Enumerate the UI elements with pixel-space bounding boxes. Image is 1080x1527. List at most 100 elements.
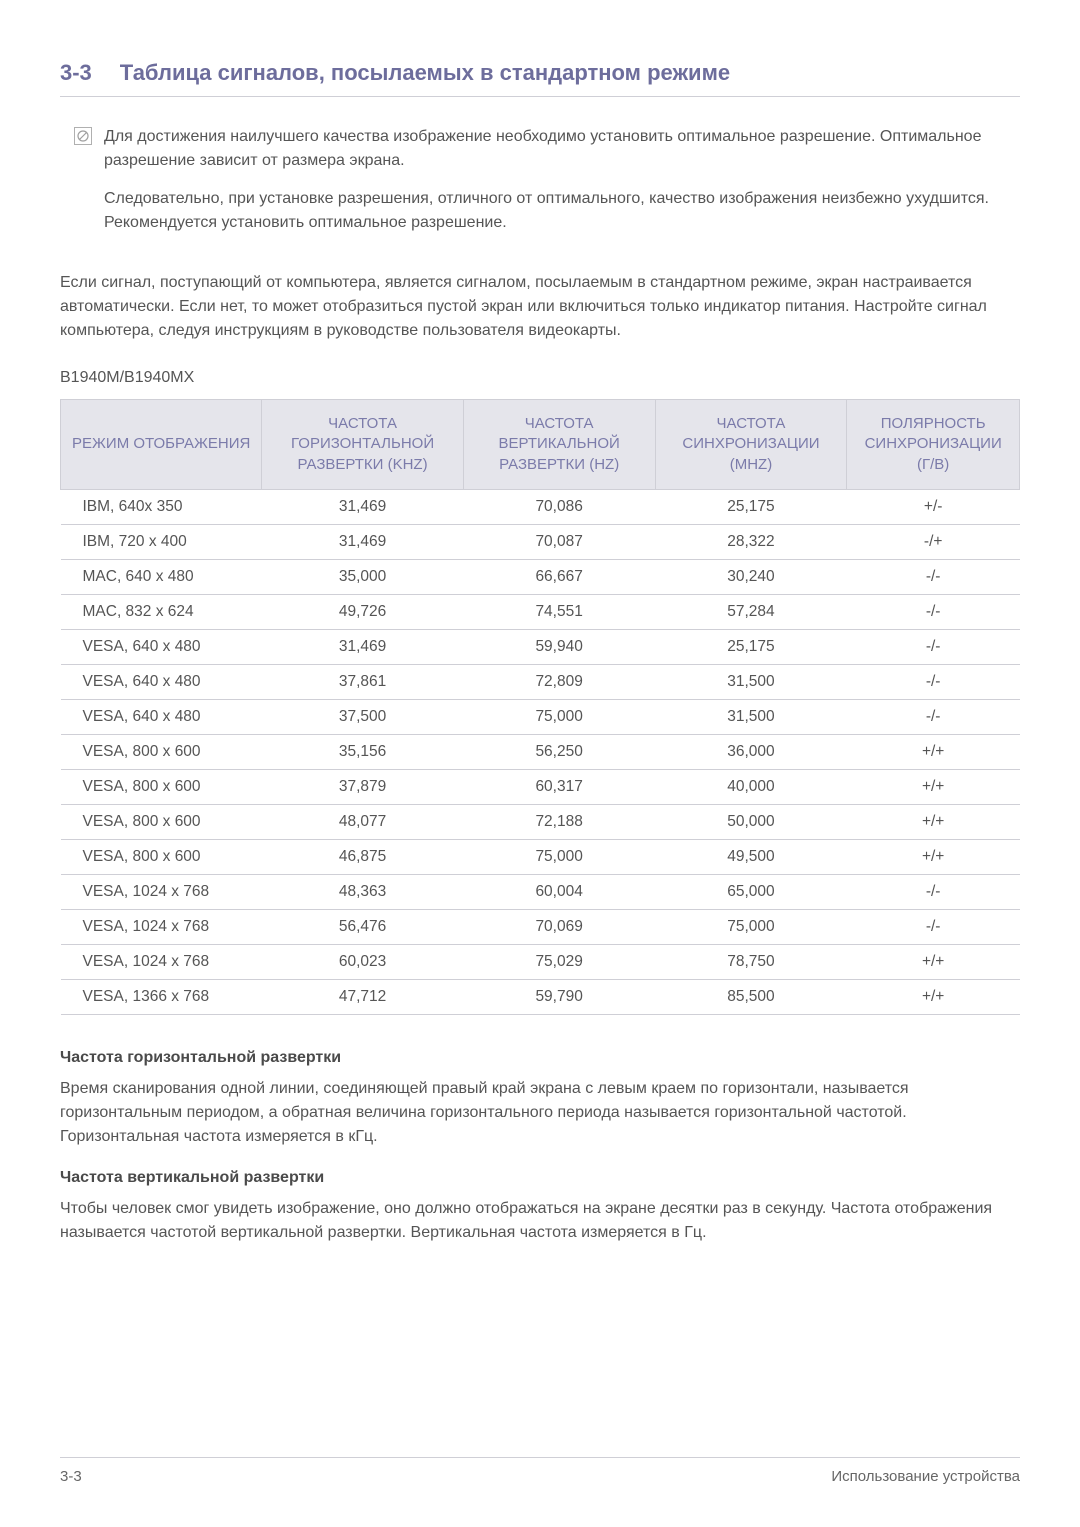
table-cell: VESA, 800 x 600 [61,804,262,839]
table-cell: IBM, 720 x 400 [61,524,262,559]
table-cell: +/+ [847,769,1020,804]
table-cell: +/+ [847,944,1020,979]
table-header-row: РЕЖИМ ОТОБРАЖЕНИЯ ЧАСТОТА ГОРИЗОНТАЛЬНОЙ… [61,400,1020,490]
table-row: VESA, 800 x 60046,87575,00049,500+/+ [61,839,1020,874]
table-cell: 25,175 [655,489,847,524]
table-cell: 56,250 [463,734,655,769]
table-cell: 25,175 [655,629,847,664]
table-cell: 78,750 [655,944,847,979]
table-row: IBM, 720 x 40031,46970,08728,322-/+ [61,524,1020,559]
table-row: MAC, 832 x 62449,72674,55157,284-/- [61,594,1020,629]
col-header-vfreq: ЧАСТОТА ВЕРТИКАЛЬНОЙ РАЗВЕРТКИ (HZ) [463,400,655,490]
table-cell: 48,363 [262,874,463,909]
table-cell: 70,087 [463,524,655,559]
table-cell: VESA, 640 x 480 [61,629,262,664]
footer-left: 3-3 [60,1468,82,1485]
table-cell: VESA, 800 x 600 [61,734,262,769]
signal-table: РЕЖИМ ОТОБРАЖЕНИЯ ЧАСТОТА ГОРИЗОНТАЛЬНОЙ… [60,399,1020,1015]
table-cell: 56,476 [262,909,463,944]
table-cell: 31,469 [262,489,463,524]
table-cell: 72,188 [463,804,655,839]
subsection-1-head: Частота горизонтальной развертки [60,1049,1020,1067]
col-header-hfreq: ЧАСТОТА ГОРИЗОНТАЛЬНОЙ РАЗВЕРТКИ (KHZ) [262,400,463,490]
table-cell: 70,069 [463,909,655,944]
subsection-1-text: Время сканирования одной линии, соединяю… [60,1077,1020,1149]
note-block: Для достижения наилучшего качества изобр… [60,125,1020,249]
table-cell: 57,284 [655,594,847,629]
table-cell: 31,500 [655,664,847,699]
table-cell: 75,029 [463,944,655,979]
section-header: 3-3 Таблица сигналов, посылаемых в станд… [60,60,1020,97]
note-text: Для достижения наилучшего качества изобр… [104,125,1020,249]
table-cell: VESA, 640 x 480 [61,664,262,699]
table-cell: MAC, 640 x 480 [61,559,262,594]
table-cell: 50,000 [655,804,847,839]
col-header-syncfreq: ЧАСТОТА СИНХРОНИЗАЦИИ (MHZ) [655,400,847,490]
table-cell: 46,875 [262,839,463,874]
table-cell: 31,469 [262,629,463,664]
note-paragraph-1: Для достижения наилучшего качества изобр… [104,125,1020,173]
table-row: VESA, 800 x 60037,87960,31740,000+/+ [61,769,1020,804]
col-header-polarity: ПОЛЯРНОСТЬ СИНХРОНИЗАЦИИ (Г/В) [847,400,1020,490]
table-cell: 35,000 [262,559,463,594]
table-row: VESA, 1024 x 76848,36360,00465,000-/- [61,874,1020,909]
col-header-mode: РЕЖИМ ОТОБРАЖЕНИЯ [61,400,262,490]
table-cell: 48,077 [262,804,463,839]
table-row: VESA, 640 x 48031,46959,94025,175-/- [61,629,1020,664]
table-cell: -/- [847,699,1020,734]
subsection-2-text: Чтобы человек смог увидеть изображение, … [60,1197,1020,1245]
table-cell: 74,551 [463,594,655,629]
table-cell: VESA, 1024 x 768 [61,874,262,909]
table-cell: 47,712 [262,979,463,1014]
table-cell: 75,000 [655,909,847,944]
table-row: VESA, 1024 x 76856,47670,06975,000-/- [61,909,1020,944]
table-cell: 30,240 [655,559,847,594]
table-cell: 72,809 [463,664,655,699]
subsection-2-head: Частота вертикальной развертки [60,1169,1020,1187]
table-row: VESA, 1366 x 76847,71259,79085,500+/+ [61,979,1020,1014]
table-cell: 60,023 [262,944,463,979]
table-cell: VESA, 800 x 600 [61,839,262,874]
model-label: B1940M/B1940MX [60,369,1020,387]
table-cell: -/- [847,559,1020,594]
table-cell: 60,004 [463,874,655,909]
table-cell: +/- [847,489,1020,524]
table-cell: 31,500 [655,699,847,734]
table-cell: 35,156 [262,734,463,769]
table-cell: 37,500 [262,699,463,734]
table-cell: -/- [847,874,1020,909]
table-cell: 49,726 [262,594,463,629]
table-cell: +/+ [847,804,1020,839]
table-cell: 49,500 [655,839,847,874]
table-cell: VESA, 1024 x 768 [61,944,262,979]
table-cell: -/- [847,909,1020,944]
table-cell: VESA, 640 x 480 [61,699,262,734]
table-row: VESA, 1024 x 76860,02375,02978,750+/+ [61,944,1020,979]
table-row: VESA, 640 x 48037,50075,00031,500-/- [61,699,1020,734]
table-row: VESA, 800 x 60048,07772,18850,000+/+ [61,804,1020,839]
table-cell: 28,322 [655,524,847,559]
table-cell: -/+ [847,524,1020,559]
table-cell: 31,469 [262,524,463,559]
table-row: VESA, 800 x 60035,15656,25036,000+/+ [61,734,1020,769]
table-cell: IBM, 640x 350 [61,489,262,524]
body-paragraph: Если сигнал, поступающий от компьютера, … [60,271,1020,343]
note-icon [74,127,92,145]
table-cell: MAC, 832 x 624 [61,594,262,629]
table-row: MAC, 640 x 48035,00066,66730,240-/- [61,559,1020,594]
table-row: IBM, 640x 35031,46970,08625,175+/- [61,489,1020,524]
table-row: VESA, 640 x 48037,86172,80931,500-/- [61,664,1020,699]
table-cell: 60,317 [463,769,655,804]
table-cell: 37,879 [262,769,463,804]
table-cell: VESA, 1024 x 768 [61,909,262,944]
table-cell: 37,861 [262,664,463,699]
table-cell: 75,000 [463,839,655,874]
table-cell: -/- [847,594,1020,629]
table-cell: -/- [847,629,1020,664]
table-cell: 59,790 [463,979,655,1014]
table-cell: 75,000 [463,699,655,734]
page-footer: 3-3 Использование устройства [60,1457,1020,1485]
table-cell: VESA, 800 x 600 [61,769,262,804]
table-cell: 70,086 [463,489,655,524]
section-number: 3-3 [60,60,92,86]
